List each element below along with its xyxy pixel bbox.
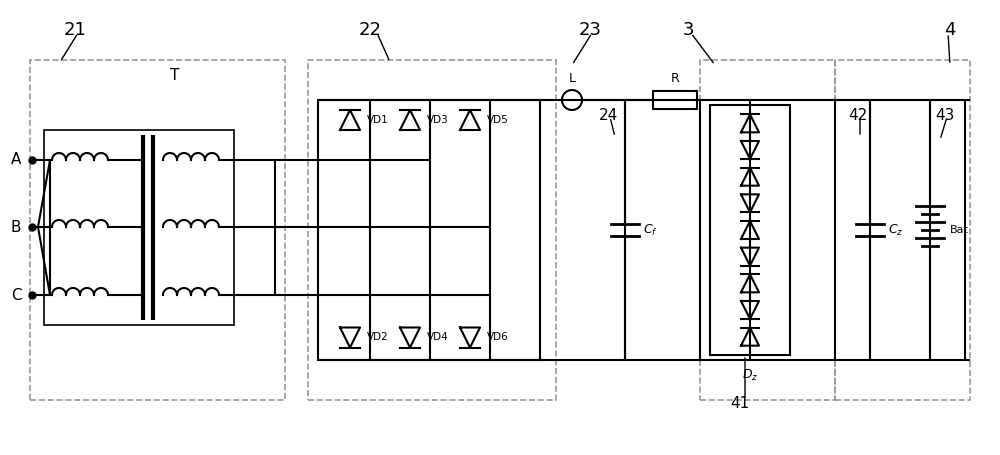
Text: $D_z$: $D_z$	[742, 368, 758, 383]
Text: B: B	[11, 219, 21, 234]
Text: VD1: VD1	[367, 115, 389, 125]
Text: C: C	[11, 288, 21, 303]
Bar	[710, 105, 790, 355]
Text: VD5: VD5	[487, 115, 509, 125]
Text: Bat: Bat	[950, 225, 969, 235]
Text: 21: 21	[64, 21, 86, 39]
Text: 22: 22	[358, 21, 382, 39]
Bar	[835, 60, 970, 400]
Text: 42: 42	[848, 107, 868, 122]
Text: 41: 41	[730, 395, 750, 410]
Bar	[44, 130, 234, 325]
Text: $C_z$: $C_z$	[888, 222, 903, 238]
Bar	[308, 60, 556, 400]
Text: 3: 3	[682, 21, 694, 39]
Text: R: R	[671, 71, 679, 85]
Text: A: A	[11, 152, 21, 167]
Text: VD2: VD2	[367, 333, 389, 343]
Bar	[30, 60, 285, 400]
Bar	[318, 100, 540, 360]
Bar	[653, 91, 697, 109]
Text: 23: 23	[578, 21, 602, 39]
Text: VD6: VD6	[487, 333, 509, 343]
Text: 4: 4	[944, 21, 956, 39]
Text: 43: 43	[935, 107, 955, 122]
Text: VD3: VD3	[427, 115, 449, 125]
Text: 24: 24	[598, 107, 618, 122]
Text: $C_f$: $C_f$	[643, 222, 658, 238]
Text: T: T	[170, 67, 180, 82]
Text: L: L	[568, 71, 576, 85]
Bar	[700, 60, 835, 400]
Text: VD4: VD4	[427, 333, 449, 343]
